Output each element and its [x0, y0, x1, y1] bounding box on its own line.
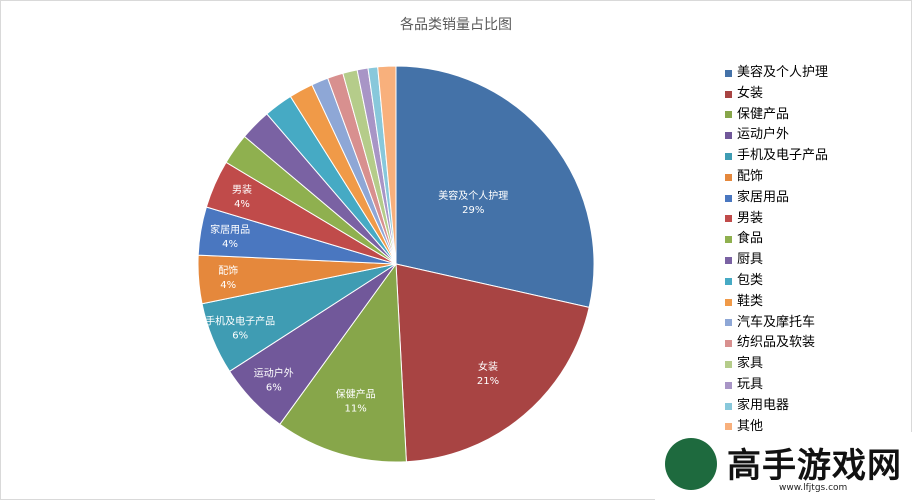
slice-value-label: 4% — [234, 199, 250, 210]
slice-label-7: 家居用品 4% — [210, 223, 250, 250]
legend-swatch — [725, 153, 732, 161]
slice-value-label: 29% — [462, 205, 484, 216]
legend-swatch — [725, 340, 732, 348]
legend-item: 食品 — [725, 229, 828, 250]
legend-swatch — [725, 381, 732, 389]
legend-swatch — [725, 194, 732, 202]
legend-label: 食品 — [737, 231, 764, 247]
slice-name-label: 家居用品 — [210, 223, 250, 236]
slice-name-label: 手机及电子产品 — [205, 315, 275, 328]
legend-label: 其他 — [737, 418, 764, 434]
legend-item: 厨具 — [725, 250, 828, 271]
legend-label: 家具 — [737, 356, 764, 372]
slice-label-5: 手机及电子产品 6% — [205, 315, 275, 342]
legend-label: 家用电器 — [737, 397, 790, 413]
legend-label: 包类 — [737, 272, 764, 288]
legend-label: 厨具 — [737, 252, 764, 268]
legend-label: 汽车及摩托车 — [737, 314, 816, 330]
legend-item: 家具 — [725, 354, 828, 375]
legend-label: 鞋类 — [737, 293, 764, 309]
slice-label-1: 美容及个人护理 29% — [438, 189, 508, 216]
legend-swatch — [725, 90, 732, 98]
watermark-url: www.lfjtgs.com — [779, 483, 848, 493]
slice-name-label: 男装 — [232, 183, 252, 196]
legend-label: 家居用品 — [737, 189, 790, 205]
slice-value-label: 11% — [344, 404, 366, 415]
slice-label-2: 女装 21% — [477, 360, 499, 387]
watermark-logo — [665, 438, 717, 490]
watermark-title: 高手游戏网 — [727, 446, 902, 486]
legend-item: 包类 — [725, 271, 828, 292]
legend-item: 家用电器 — [725, 396, 828, 417]
pie-slice-3 — [279, 262, 407, 463]
legend-swatch — [725, 298, 732, 306]
slice-name-label: 配饰 — [218, 264, 238, 277]
slice-value-label: 21% — [477, 376, 499, 387]
legend-swatch — [725, 236, 732, 244]
legend: 美容及个人护理 女装保健产品运动户外手机及电子产品 配饰家居用品男装食品厨具包类鞋类… — [725, 63, 828, 437]
legend-item: 手机及电子产品 — [725, 146, 828, 167]
legend-swatch — [725, 132, 732, 140]
slice-value-label: 4% — [222, 239, 238, 250]
legend-swatch — [725, 215, 732, 223]
chart-title: 各品类销量占比图 — [400, 17, 512, 33]
slice-name-label: 美容及个人护理 — [438, 189, 508, 202]
slice-name-label: 运动户外 — [254, 367, 294, 380]
slice-label-6: 配饰 4% — [218, 264, 238, 291]
legend-label: 运动户外 — [737, 127, 790, 143]
watermark: 高手游戏网 www.lfjtgs.com — [655, 432, 912, 500]
legend-item: 保健产品 — [725, 105, 828, 126]
legend-label: 美容及个人护理 — [737, 65, 829, 80]
legend-item: 家居用品 — [725, 188, 828, 209]
legend-item: 配饰 — [725, 167, 828, 188]
legend-swatch — [725, 277, 732, 285]
legend-item: 汽车及摩托车 — [725, 313, 828, 334]
legend-swatch — [725, 257, 732, 265]
legend-swatch — [725, 319, 732, 327]
legend-swatch — [725, 423, 732, 431]
legend-label: 配饰 — [737, 168, 764, 184]
pie-slice-18 — [377, 65, 397, 265]
legend-item: 美容及个人护理 — [725, 63, 828, 84]
slice-value-label: 6% — [266, 383, 282, 394]
slice-label-4: 运动户外 6% — [254, 367, 294, 394]
legend-item: 运动户外 — [725, 125, 828, 146]
legend-swatch — [725, 111, 732, 119]
legend-label: 手机及电子产品 — [737, 148, 829, 164]
legend-swatch — [725, 69, 732, 77]
legend-item: 男装 — [725, 209, 828, 230]
slice-label-3: 保健产品 11% — [336, 388, 376, 415]
legend-item: 玩具 — [725, 375, 828, 396]
slice-value-label: 6% — [232, 331, 248, 342]
legend-item: 鞋类 — [725, 292, 828, 313]
pie-slice-2 — [395, 263, 590, 463]
slice-name-label: 保健产品 — [336, 388, 376, 401]
legend-swatch — [725, 402, 732, 410]
legend-item: 女装 — [725, 84, 828, 105]
legend-label: 保健产品 — [737, 106, 790, 122]
slice-label-8: 男装 4% — [232, 183, 252, 210]
legend-swatch — [725, 173, 732, 181]
legend-item: 其他 — [725, 417, 828, 438]
legend-label: 玩具 — [737, 376, 764, 392]
legend-label: 纺织品及软装 — [737, 335, 816, 351]
slice-name-label: 女装 — [478, 360, 498, 373]
slice-value-label: 4% — [220, 280, 236, 291]
legend-swatch — [725, 361, 732, 369]
legend-label: 女装 — [737, 85, 764, 101]
legend-label: 男装 — [737, 210, 764, 226]
legend-item: 纺织品及软装 — [725, 333, 828, 354]
pie-slice-1 — [395, 65, 595, 308]
